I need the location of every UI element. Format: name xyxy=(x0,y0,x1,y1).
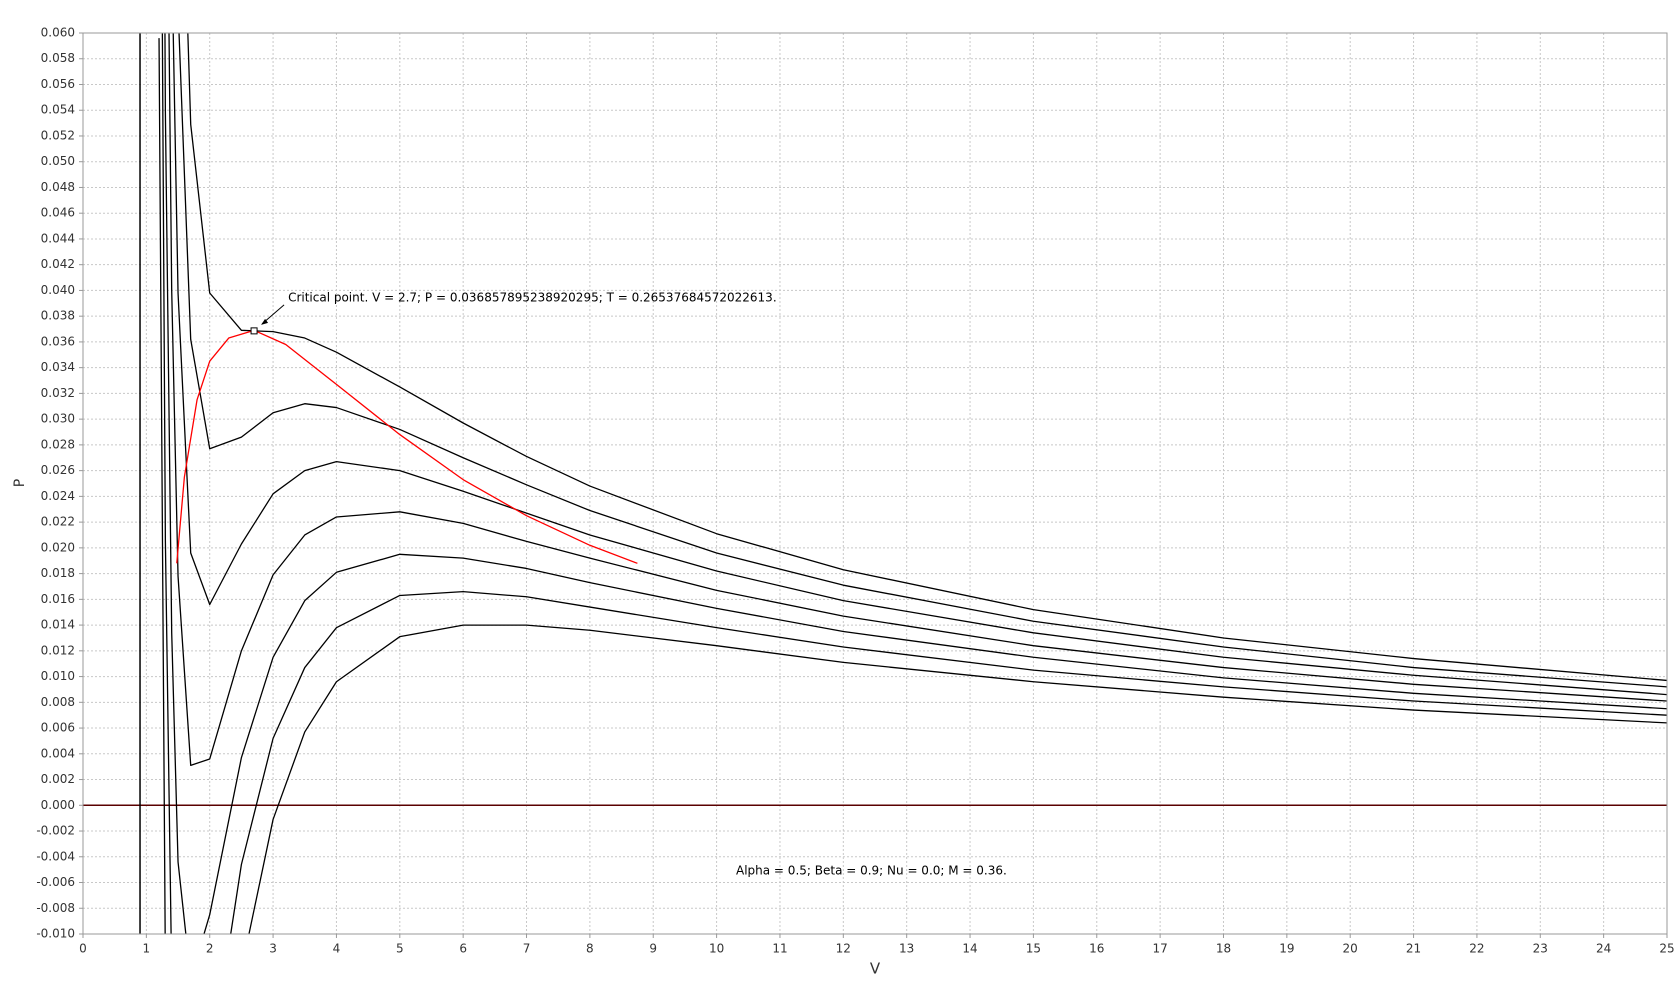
x-tick-label: 7 xyxy=(523,942,531,956)
y-tick-label: 0.028 xyxy=(41,437,75,451)
isotherm-line xyxy=(158,38,1667,934)
x-tick-label: 9 xyxy=(649,942,657,956)
y-tick-label: 0.050 xyxy=(41,154,75,168)
isotherm-line xyxy=(187,33,1667,682)
y-tick-label: 0.022 xyxy=(41,515,75,529)
x-tick-label: 23 xyxy=(1533,942,1548,956)
x-tick-label: 17 xyxy=(1152,942,1167,956)
annotation-arrowhead xyxy=(261,318,269,325)
x-axis-label: V xyxy=(870,960,881,978)
y-tick-label: 0.012 xyxy=(41,643,75,657)
x-tick-label: 21 xyxy=(1406,942,1421,956)
y-tick-label: 0.002 xyxy=(41,772,75,786)
y-tick-label: 0.060 xyxy=(41,26,75,40)
y-tick-label: -0.004 xyxy=(36,849,75,863)
y-tick-label: 0.030 xyxy=(41,412,75,426)
x-tick-label: 3 xyxy=(269,942,277,956)
y-tick-label: 0.018 xyxy=(41,566,75,580)
plot-area xyxy=(83,33,1667,934)
x-tick-label: 8 xyxy=(586,942,594,956)
x-tick-label: 16 xyxy=(1089,942,1104,956)
y-tick-label: 0.036 xyxy=(41,334,75,348)
x-tick-label: 24 xyxy=(1596,942,1611,956)
y-tick-label: 0.038 xyxy=(41,309,75,323)
x-tick-label: 14 xyxy=(962,942,977,956)
x-tick-label: 25 xyxy=(1659,942,1674,956)
x-tick-label: 5 xyxy=(396,942,404,956)
x-tick-label: 6 xyxy=(459,942,467,956)
x-tick-label: 20 xyxy=(1343,942,1358,956)
x-tick-label: 18 xyxy=(1216,942,1231,956)
y-tick-label: 0.000 xyxy=(41,798,75,812)
y-tick-label: 0.044 xyxy=(41,231,75,245)
y-tick-label: 0.046 xyxy=(41,206,75,220)
x-tick-label: 22 xyxy=(1469,942,1484,956)
y-tick-label: 0.010 xyxy=(41,669,75,683)
y-tick-label: 0.042 xyxy=(41,257,75,271)
parameter-note: Alpha = 0.5; Beta = 0.9; Nu = 0.0; M = 0… xyxy=(736,864,1007,878)
y-tick-label: 0.020 xyxy=(41,540,75,554)
y-tick-label: 0.054 xyxy=(41,103,75,117)
y-tick-label: 0.004 xyxy=(41,746,75,760)
plot-border xyxy=(82,32,1668,935)
y-tick-label: 0.058 xyxy=(41,51,75,65)
x-tick-label: 1 xyxy=(143,942,151,956)
x-tick-label: 13 xyxy=(899,942,914,956)
isotherm-line xyxy=(176,329,638,564)
x-tick-label: 15 xyxy=(1026,942,1041,956)
isotherm-line xyxy=(172,33,1667,696)
y-tick-label: -0.006 xyxy=(36,875,75,889)
x-tick-label: 0 xyxy=(79,942,87,956)
x-tick-label: 10 xyxy=(709,942,724,956)
y-tick-label: -0.002 xyxy=(36,824,75,838)
y-tick-label: 0.032 xyxy=(41,386,75,400)
y-tick-label: -0.010 xyxy=(36,927,75,941)
y-tick-label: 0.040 xyxy=(41,283,75,297)
y-tick-label: 0.006 xyxy=(41,721,75,735)
x-tick-label: 2 xyxy=(206,942,214,956)
y-tick-label: 0.056 xyxy=(41,77,75,91)
x-tick-label: 11 xyxy=(772,942,787,956)
y-tick-label: 0.048 xyxy=(41,180,75,194)
y-tick-label: 0.026 xyxy=(41,463,75,477)
labels: -0.010 -0.008 -0.006 -0.004 -0.002 0.000 0.002… xyxy=(36,26,1674,956)
critical-point-marker xyxy=(250,327,258,335)
y-tick-label: 0.052 xyxy=(41,128,75,142)
x-tick-label: 4 xyxy=(333,942,341,956)
y-tick-label: -0.008 xyxy=(36,901,75,915)
y-tick-label: 0.016 xyxy=(41,592,75,606)
y-tick-label: 0.008 xyxy=(41,695,75,709)
y-axis-label: P xyxy=(12,479,28,487)
isotherm-line xyxy=(168,33,1667,767)
critical-point-label: Critical point. V = 2.7; P = 0.036857895… xyxy=(288,290,777,304)
x-tick-label: 12 xyxy=(836,942,851,956)
x-tick-label: 19 xyxy=(1279,942,1294,956)
y-tick-label: 0.034 xyxy=(41,360,75,374)
isotherm-line xyxy=(164,33,1667,934)
y-tick-label: 0.014 xyxy=(41,618,75,632)
isotherm-line xyxy=(161,33,1667,934)
y-tick-label: 0.024 xyxy=(41,489,75,503)
isotherm-line xyxy=(178,33,1667,688)
